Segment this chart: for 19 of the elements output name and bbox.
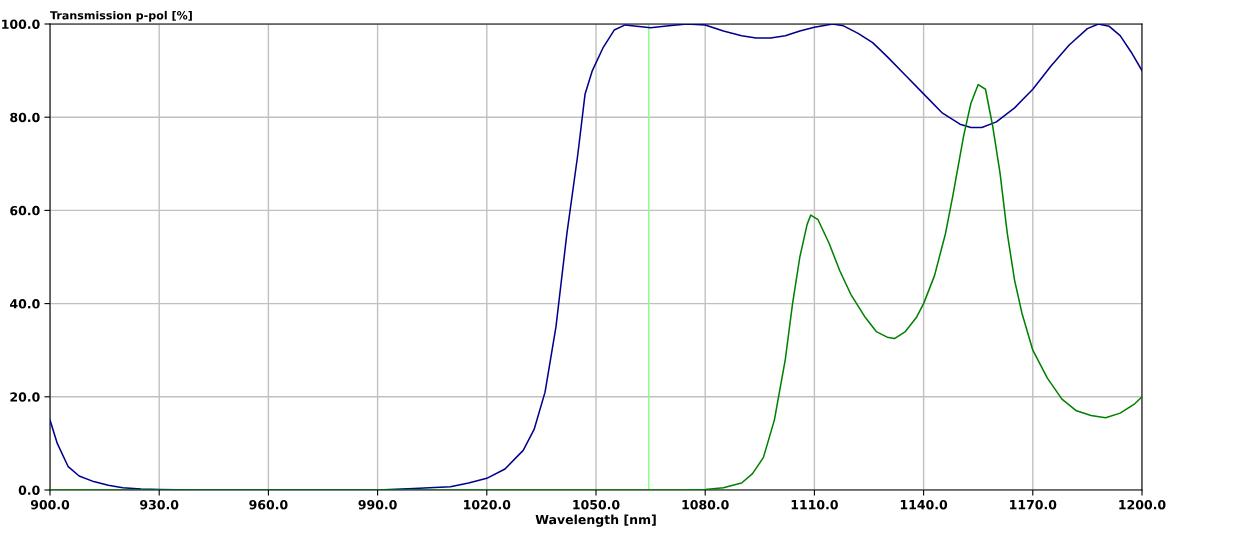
x-tick-label: 1020.0 <box>464 499 511 510</box>
x-axis-title: Wavelength [nm] <box>535 514 656 527</box>
y-tick-label: 0.0 <box>18 485 40 495</box>
y-axis-title: Transmission p-pol [%] <box>50 10 192 22</box>
y-tick-label: 80.0 <box>10 112 40 123</box>
x-tick-label: 900.0 <box>30 499 70 510</box>
x-tick-label: 960.0 <box>249 499 288 510</box>
y-tick-label: 100.0 <box>2 19 40 29</box>
y-tick-label: 20.0 <box>10 392 40 402</box>
y-tick-label: 40.0 <box>10 299 40 309</box>
x-tick-label: 1050.0 <box>573 499 620 510</box>
x-tick-label: 1080.0 <box>682 499 729 510</box>
x-tick-label: 990.0 <box>358 499 397 510</box>
x-tick-label: 1140.0 <box>900 499 948 510</box>
x-tick-label: 930.0 <box>140 499 179 510</box>
y-tick-label: 60.0 <box>10 205 40 216</box>
x-tick-label: 1110.0 <box>791 499 838 510</box>
x-tick-label: 1200.0 <box>1119 499 1166 510</box>
x-tick-label: 1170.0 <box>1010 499 1057 510</box>
